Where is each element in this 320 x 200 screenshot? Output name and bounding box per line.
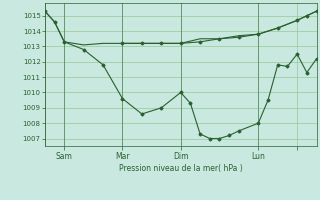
X-axis label: Pression niveau de la mer( hPa ): Pression niveau de la mer( hPa ) [119, 164, 243, 173]
